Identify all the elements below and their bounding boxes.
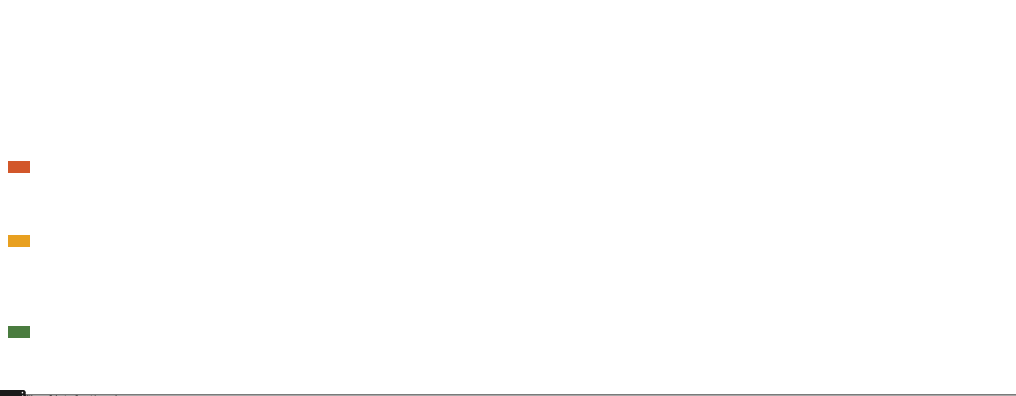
Text: 986: 986 [0, 389, 13, 396]
Text: France: France [0, 395, 18, 396]
Text: 中国: 中国 [0, 395, 6, 396]
Text: 1,442: 1,442 [0, 389, 19, 396]
Text: Taiwan: Taiwan [0, 395, 18, 396]
Text: 1,790: 1,790 [0, 389, 19, 396]
Text: 1,164: 1,164 [0, 389, 19, 396]
Text: Total Number of
Patent Applications: Total Number of Patent Applications [0, 395, 94, 396]
Text: Japan: Japan [0, 395, 15, 396]
Text: 310: 310 [0, 389, 13, 396]
Text: オランダ: オランダ [0, 395, 11, 396]
Text: 373: 373 [0, 389, 12, 396]
Text: 259: 259 [0, 389, 13, 396]
Text: 2,025: 2,025 [0, 389, 19, 396]
Text: 8,406: 8,406 [0, 389, 19, 396]
Text: Others: Others [0, 395, 18, 396]
Text: 146: 146 [0, 389, 13, 396]
Text: 2,375: 2,375 [0, 389, 19, 396]
Text: 119: 119 [0, 389, 13, 396]
Text: フランス: フランス [0, 395, 11, 396]
Text: 227,348: 227,348 [0, 389, 27, 396]
Text: 213: 213 [0, 389, 13, 396]
Text: Netherlands: Netherlands [0, 395, 33, 396]
Text: 315: 315 [0, 389, 12, 396]
Bar [8, 161, 30, 173]
Text: 台湾: 台湾 [0, 395, 6, 396]
Text: 553: 553 [0, 389, 13, 396]
Text: 1,101: 1,101 [0, 389, 19, 396]
Text: 4,380: 4,380 [0, 389, 19, 396]
Text: 869: 869 [0, 389, 13, 396]
Text: 1,946: 1,946 [0, 389, 19, 396]
Text: 7,456: 7,456 [0, 389, 19, 396]
Bar [8, 326, 30, 338]
Text: 英国: 英国 [0, 395, 6, 396]
Text: 176: 176 [0, 389, 13, 396]
Text: 98: 98 [0, 389, 9, 396]
Text: 5,330: 5,330 [0, 389, 19, 396]
Text: 1041: 1041 [0, 389, 17, 396]
Text: 108: 108 [0, 389, 13, 396]
Text: 1,865: 1,865 [0, 389, 19, 396]
Text: Sweden: Sweden [0, 395, 21, 396]
Text: 5,540: 5,540 [0, 389, 19, 396]
Text: 227: 227 [0, 389, 12, 396]
Text: その他の国・
地域: その他の国・ 地域 [0, 395, 17, 396]
Text: 22,451: 22,451 [0, 389, 23, 396]
Text: 171: 171 [0, 389, 13, 396]
Text: 200,070: 200,070 [0, 389, 26, 396]
Text: 3,415: 3,415 [0, 389, 19, 396]
Text: 581: 581 [0, 389, 13, 396]
Text: 3,918: 3,918 [0, 389, 19, 396]
Text: 総特許出願件数: 総特許出願件数 [0, 395, 35, 396]
Text: 5,448: 5,448 [0, 389, 19, 396]
Text: 907: 907 [0, 389, 13, 396]
Text: 2,703: 2,703 [0, 389, 19, 396]
Text: UK: UK [0, 395, 8, 396]
Text: US: US [0, 395, 7, 396]
Text: 5,881: 5,881 [0, 389, 19, 396]
Text: スイス: スイス [0, 395, 8, 396]
Bar [8, 234, 30, 246]
Text: 3,629: 3,629 [0, 389, 19, 396]
Text: 1,861: 1,861 [0, 389, 19, 396]
Text: Switzerland: Switzerland [0, 395, 31, 396]
Text: China: China [0, 395, 15, 396]
Text: South Korea: South Korea [0, 395, 31, 396]
Text: スウェーデン: スウェーデン [0, 395, 17, 396]
Text: 26,963: 26,963 [0, 389, 23, 396]
Text: 1,470: 1,470 [0, 389, 19, 396]
Text: Germany: Germany [0, 395, 24, 396]
Text: ドイツ: ドイツ [0, 395, 8, 396]
Text: 日本: 日本 [0, 395, 6, 396]
Text: 1,550: 1,550 [0, 389, 19, 396]
Text: 402: 402 [0, 389, 13, 396]
Text: 韓国: 韓国 [0, 395, 6, 396]
Text: Number of International
Patent Applications: Number of International Patent Applicati… [0, 395, 118, 396]
Text: 2,602: 2,602 [0, 389, 19, 396]
Text: 305: 305 [0, 389, 13, 396]
Text: 米国: 米国 [0, 395, 6, 396]
Text: 14,656: 14,656 [0, 389, 23, 396]
